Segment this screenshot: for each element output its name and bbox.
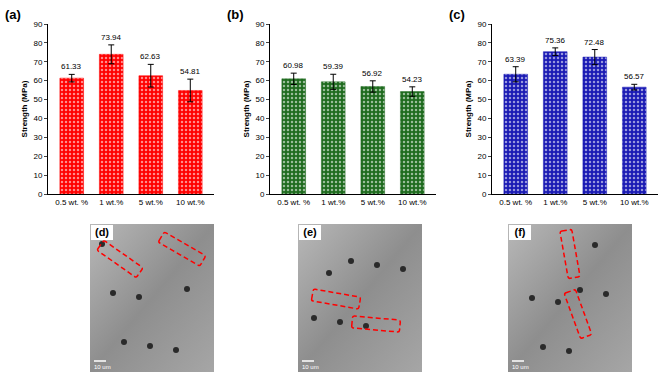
svg-text:10 wt.%: 10 wt.%: [620, 198, 648, 207]
svg-text:63.39: 63.39: [505, 55, 526, 64]
svg-text:(f): (f): [515, 226, 526, 238]
svg-text:(e): (e): [303, 226, 317, 238]
svg-text:30: 30: [33, 133, 42, 142]
svg-text:0: 0: [260, 190, 265, 199]
svg-text:1 wt.%: 1 wt.%: [99, 198, 123, 207]
svg-text:0.5 wt. %: 0.5 wt. %: [55, 198, 88, 207]
svg-text:80: 80: [477, 39, 486, 48]
svg-text:(a): (a): [5, 7, 21, 22]
svg-text:(d): (d): [95, 226, 109, 238]
svg-text:0: 0: [482, 190, 487, 199]
svg-text:60: 60: [33, 76, 42, 85]
svg-text:40: 40: [477, 114, 486, 123]
svg-text:20: 20: [255, 152, 264, 161]
svg-text:30: 30: [255, 133, 264, 142]
svg-text:75.36: 75.36: [545, 36, 566, 45]
svg-text:90: 90: [477, 20, 486, 29]
svg-text:0: 0: [38, 190, 43, 199]
svg-text:54.23: 54.23: [402, 75, 423, 84]
svg-text:50: 50: [255, 95, 264, 104]
svg-text:56.92: 56.92: [362, 69, 383, 78]
svg-text:73.94: 73.94: [101, 33, 122, 42]
svg-text:20: 20: [33, 152, 42, 161]
svg-text:61.33: 61.33: [61, 62, 82, 71]
svg-text:1 wt.%: 1 wt.%: [321, 198, 345, 207]
svg-text:62.63: 62.63: [140, 52, 161, 61]
svg-text:0.5 wt. %: 0.5 wt. %: [277, 198, 310, 207]
svg-text:50: 50: [477, 95, 486, 104]
svg-text:80: 80: [33, 39, 42, 48]
svg-text:54.81: 54.81: [180, 67, 201, 76]
svg-text:90: 90: [255, 20, 264, 29]
svg-text:Strength (MPa): Strength (MPa): [242, 80, 251, 137]
svg-text:10 um: 10 um: [512, 364, 529, 370]
svg-text:10 wt.%: 10 wt.%: [176, 198, 204, 207]
svg-text:10: 10: [33, 171, 42, 180]
svg-text:10 um: 10 um: [302, 364, 319, 370]
svg-text:60.98: 60.98: [283, 61, 304, 70]
svg-text:56.57: 56.57: [624, 72, 645, 81]
svg-text:10 um: 10 um: [94, 364, 111, 370]
svg-text:5 wt.%: 5 wt.%: [583, 198, 607, 207]
svg-text:(b): (b): [227, 7, 244, 22]
svg-text:72.48: 72.48: [584, 38, 605, 47]
svg-text:59.39: 59.39: [323, 62, 344, 71]
svg-text:10: 10: [255, 171, 264, 180]
svg-text:30: 30: [477, 133, 486, 142]
svg-text:(c): (c): [449, 7, 465, 22]
svg-text:1 wt.%: 1 wt.%: [543, 198, 567, 207]
svg-text:70: 70: [255, 58, 264, 67]
svg-text:5 wt.%: 5 wt.%: [361, 198, 385, 207]
svg-text:Strength (MPa): Strength (MPa): [464, 80, 473, 137]
svg-text:40: 40: [255, 114, 264, 123]
svg-text:Strength (MPa): Strength (MPa): [20, 80, 29, 137]
svg-text:90: 90: [33, 20, 42, 29]
svg-text:5 wt.%: 5 wt.%: [139, 198, 163, 207]
svg-text:80: 80: [255, 39, 264, 48]
svg-text:10 wt.%: 10 wt.%: [398, 198, 426, 207]
svg-text:70: 70: [33, 58, 42, 67]
svg-text:60: 60: [477, 76, 486, 85]
svg-text:20: 20: [477, 152, 486, 161]
svg-text:10: 10: [477, 171, 486, 180]
svg-text:70: 70: [477, 58, 486, 67]
svg-text:50: 50: [33, 95, 42, 104]
svg-text:40: 40: [33, 114, 42, 123]
svg-text:60: 60: [255, 76, 264, 85]
svg-text:0.5 wt. %: 0.5 wt. %: [499, 198, 532, 207]
